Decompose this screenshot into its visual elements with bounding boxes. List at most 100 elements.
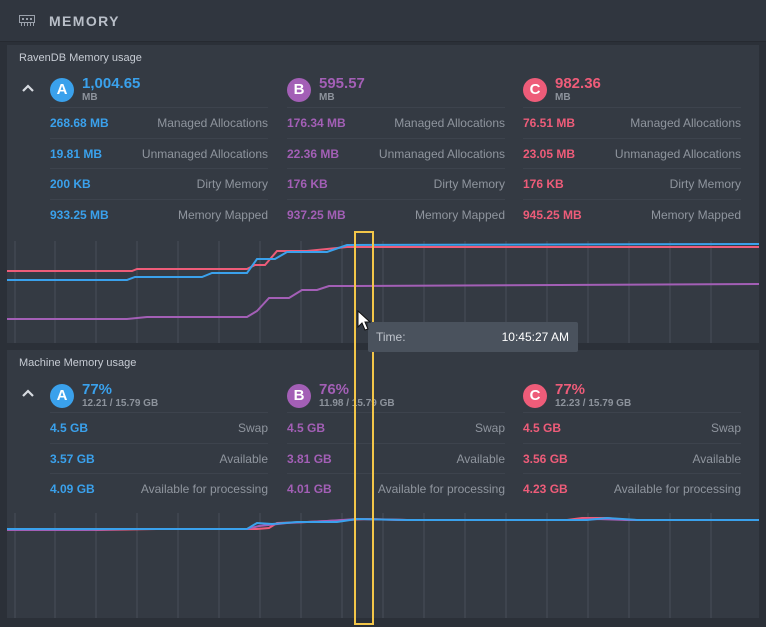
stat-value: 4.5 GB — [287, 421, 326, 435]
node-usage-percent: 77% — [82, 381, 113, 398]
panel-title: RavenDB Memory usage — [19, 52, 142, 64]
node-usage-percent: 77% — [555, 381, 586, 398]
node-badge: B — [287, 78, 311, 102]
stat-label: Dirty Memory — [669, 177, 741, 191]
stat-row: 4.23 GB Available for processing — [523, 473, 741, 503]
node-usage-detail: 12.21 / 15.79 GB — [82, 398, 159, 409]
node-badge: B — [287, 384, 311, 408]
stat-row: 176 KB Dirty Memory — [523, 168, 741, 198]
stat-row: 933.25 MB Memory Mapped — [50, 199, 268, 229]
stat-value: 176 KB — [287, 177, 328, 191]
node-usage-percent: 76% — [319, 381, 350, 398]
chart-svg — [7, 241, 759, 343]
stat-row: 200 KB Dirty Memory — [50, 168, 268, 198]
stat-row: 268.68 MB Managed Allocations — [50, 107, 268, 137]
stat-value: 4.5 GB — [50, 421, 89, 435]
stat-label: Available for processing — [140, 482, 268, 496]
chevron-up-icon[interactable] — [21, 83, 35, 93]
stat-value: 4.09 GB — [50, 482, 95, 496]
stat-label: Memory Mapped — [414, 208, 505, 222]
machine-memory-chart[interactable] — [7, 508, 759, 618]
stat-row: 4.09 GB Available for processing — [50, 473, 268, 503]
stat-value: 268.68 MB — [50, 116, 109, 130]
stat-label: Swap — [237, 421, 268, 435]
tooltip-time: 10:45:27 AM — [501, 330, 569, 344]
stat-row: 176 KB Dirty Memory — [287, 168, 505, 198]
machine-node-c: C 77% 12.23 / 15.79 GB 4.5 GB Swap 3.56 G… — [523, 381, 749, 534]
stat-row: 23.05 MB Unmanaged Allocations — [523, 138, 741, 168]
stat-label: Unmanaged Allocations — [141, 147, 268, 161]
page-title: MEMORY — [49, 13, 120, 29]
stat-label: Memory Mapped — [650, 208, 741, 222]
chart-svg — [7, 513, 759, 618]
memory-header: MEMORY — [0, 0, 766, 42]
stat-label: Swap — [710, 421, 741, 435]
stat-value: 937.25 MB — [287, 208, 346, 222]
stat-row: 945.25 MB Memory Mapped — [523, 199, 741, 229]
node-total: 1,004.65 — [82, 75, 141, 92]
stat-row: 3.56 GB Available — [523, 443, 741, 473]
stat-label: Available for processing — [377, 482, 505, 496]
stat-label: Managed Allocations — [630, 116, 741, 130]
ravendb-memory-panel: RavenDB Memory usage A 1,004.65 MB 268.6… — [7, 45, 759, 343]
machine-node-a: A 77% 12.21 / 15.79 GB 4.5 GB Swap 3.57 G… — [50, 381, 276, 534]
stat-row: 4.5 GB Swap — [523, 412, 741, 442]
node-usage-detail: 11.98 / 15.79 GB — [319, 398, 395, 409]
stat-value: 3.56 GB — [523, 452, 568, 466]
chevron-up-icon[interactable] — [21, 388, 35, 398]
stat-row: 22.36 MB Unmanaged Allocations — [287, 138, 505, 168]
stat-value: 200 KB — [50, 177, 91, 191]
stat-value: 3.81 GB — [287, 452, 332, 466]
ravendb-node-c: C 982.36 MB 76.51 MB Managed Allocations … — [523, 75, 749, 263]
stat-label: Available — [456, 452, 505, 466]
stat-row: 3.81 GB Available — [287, 443, 505, 473]
panel-title: Machine Memory usage — [19, 357, 137, 369]
memory-chip-icon — [19, 15, 35, 26]
series-line-a — [7, 243, 759, 281]
stat-row: 4.5 GB Swap — [287, 412, 505, 442]
mouse-pointer-icon — [357, 310, 371, 331]
ravendb-node-a: A 1,004.65 MB 268.68 MB Managed Allocatio… — [50, 75, 276, 263]
stat-value: 176.34 MB — [287, 116, 346, 130]
chart-hover-marker — [354, 231, 374, 625]
stat-label: Unmanaged Allocations — [614, 147, 741, 161]
node-usage-detail: 12.23 / 15.79 GB — [555, 398, 632, 409]
stat-value: 176 KB — [523, 177, 564, 191]
chart-tooltip: Time: 10:45:27 AM — [368, 322, 578, 352]
stat-value: 76.51 MB — [523, 116, 576, 130]
stat-value: 3.57 GB — [50, 452, 95, 466]
stat-label: Available for processing — [613, 482, 741, 496]
stat-label: Dirty Memory — [433, 177, 505, 191]
stat-row: 76.51 MB Managed Allocations — [523, 107, 741, 137]
stat-label: Unmanaged Allocations — [378, 147, 505, 161]
machine-memory-panel: Machine Memory usage A 77% 12.21 / 15.79… — [7, 350, 759, 618]
stat-label: Dirty Memory — [196, 177, 268, 191]
series-line-b — [7, 283, 759, 320]
stat-row: 19.81 MB Unmanaged Allocations — [50, 138, 268, 168]
stat-value: 19.81 MB — [50, 147, 103, 161]
ravendb-memory-chart[interactable] — [7, 235, 759, 343]
node-badge: C — [523, 78, 547, 102]
ravendb-node-b: B 595.57 MB 176.34 MB Managed Allocations… — [287, 75, 513, 263]
node-total: 982.36 — [555, 75, 601, 92]
series-line-c — [7, 246, 759, 272]
stat-label: Memory Mapped — [177, 208, 268, 222]
stat-value: 945.25 MB — [523, 208, 582, 222]
stat-label: Swap — [474, 421, 505, 435]
stat-row: 937.25 MB Memory Mapped — [287, 199, 505, 229]
stat-value: 23.05 MB — [523, 147, 576, 161]
series-line-a — [7, 516, 759, 530]
node-badge: A — [50, 384, 74, 408]
node-badge: C — [523, 384, 547, 408]
node-unit: MB — [82, 92, 98, 103]
stat-row: 4.5 GB Swap — [50, 412, 268, 442]
stat-label: Managed Allocations — [394, 116, 505, 130]
stat-label: Available — [692, 452, 741, 466]
stat-value: 22.36 MB — [287, 147, 340, 161]
stat-label: Available — [219, 452, 268, 466]
stat-value: 4.01 GB — [287, 482, 332, 496]
stat-row: 3.57 GB Available — [50, 443, 268, 473]
stat-row: 176.34 MB Managed Allocations — [287, 107, 505, 137]
node-total: 595.57 — [319, 75, 365, 92]
node-unit: MB — [319, 92, 335, 103]
